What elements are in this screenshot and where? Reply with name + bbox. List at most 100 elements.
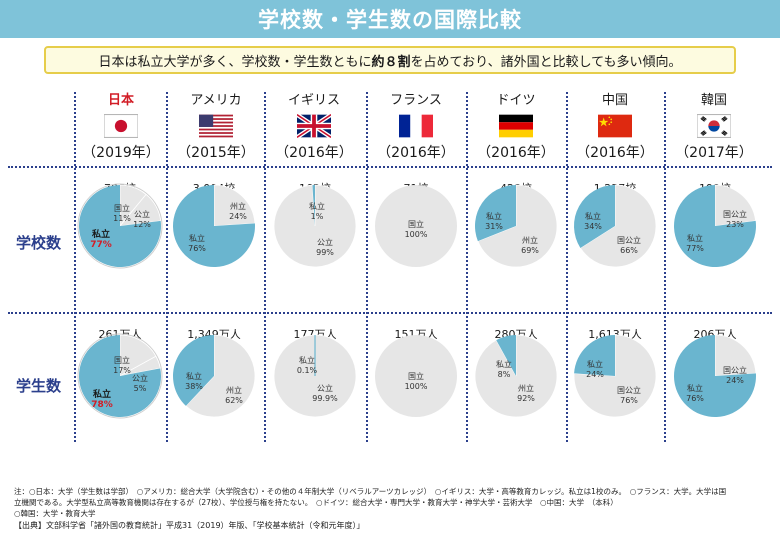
pie-slice-label: 私立 77% [686, 234, 704, 253]
pie-slice-label: 国立 100% [404, 220, 428, 239]
pie-outline [77, 183, 163, 269]
pie-chart [674, 334, 757, 417]
pie-slice-label: 国立 17% [113, 356, 131, 375]
country-name: 日本 [107, 93, 134, 108]
pie-slice-private [496, 335, 516, 376]
column-divider [366, 92, 368, 442]
pie-slice-label: 国公立 76% [617, 386, 641, 405]
year-label: （2015年） [177, 145, 255, 161]
summary-box: 日本は私立大学が多く、学校数・学生数ともに 約８割 を占めており、諸外国と比較しても… [44, 46, 736, 74]
pie-chart [273, 184, 357, 268]
country-name: イギリス [287, 93, 340, 108]
pie-slice-label: 公立 5% [132, 374, 148, 393]
pie-slice-label: 国公立 24% [723, 366, 747, 385]
column-divider [566, 92, 568, 442]
country-header-china: 中国 [570, 92, 660, 138]
pie-slice [375, 185, 457, 267]
pie-slice-label: 国公立 23% [723, 210, 747, 229]
country-name: ドイツ [496, 93, 536, 108]
uk-flag-icon [297, 114, 331, 138]
pie-chart [574, 184, 657, 268]
pie-chart [173, 334, 256, 418]
page-title: 学校数・学生数の国際比較 [258, 8, 522, 32]
pie-chart [375, 335, 457, 417]
row-label-schools: 学校数 [16, 234, 62, 252]
pie-slice-label: 州立 92% [517, 384, 535, 403]
pie-chart [375, 185, 457, 267]
pie-slice-label: 国公立 66% [617, 236, 641, 255]
pie-slice-label: 私立 31% [485, 212, 503, 231]
column-divider [264, 92, 266, 442]
pie-outline [77, 333, 163, 419]
summary-text-pre: 日本は私立大学が多く、学校数・学生数ともに [98, 54, 372, 70]
pie-slice-label: 私立 77% [90, 230, 112, 250]
pie-chart [474, 334, 558, 418]
korea-flag-icon [697, 114, 731, 138]
pie-slice-private [674, 185, 756, 267]
country-header-japan: 日本 [76, 92, 166, 138]
country-header-germany: ドイツ [471, 92, 561, 138]
pie-slice-private [79, 335, 161, 417]
pie-chart [573, 334, 657, 418]
pie-slice [477, 184, 558, 268]
year-label: （2019年） [82, 145, 160, 161]
footnotes: 注：○日本：大学（学生数は学部） ○アメリカ：総合大学（大学院含む）・その他の４… [14, 486, 774, 519]
pie-slice-label: 私立 76% [686, 384, 704, 403]
pie-slice [474, 334, 558, 418]
pie-slice-label: 私立 1% [309, 202, 325, 221]
pie-slice-label: 私立 34% [584, 212, 602, 231]
pie-slice-label: 公立 99.9% [312, 384, 338, 403]
pie-slice [119, 355, 161, 377]
pie-slice-private [475, 185, 516, 242]
year-label: （2016年） [477, 145, 555, 161]
footnote-line: ○韓国：大学・教育大学 [14, 509, 96, 518]
country-name: 中国 [601, 93, 628, 108]
pie-slice-private [574, 185, 615, 248]
year-label: （2016年） [576, 145, 654, 161]
country-name: アメリカ [190, 93, 242, 108]
pie-slice-label: 州立 24% [229, 202, 247, 221]
row-divider [8, 312, 772, 314]
country-header-korea: 韓国 [669, 92, 759, 138]
pie-slice-label: 私立 24% [586, 360, 604, 379]
pie-slice-private [79, 185, 161, 267]
country-header-france: フランス [371, 92, 461, 138]
country-header-uk: イギリス [269, 92, 359, 138]
pie-slice-label: 私立 76% [188, 234, 206, 253]
pie-slice [714, 184, 757, 227]
column-divider [466, 92, 468, 442]
pie-slice [185, 334, 256, 418]
japan-flag-icon [104, 114, 138, 138]
pie-slice-label: 私立 0.1% [296, 356, 318, 375]
year-label: （2017年） [675, 145, 753, 161]
france-flag-icon [399, 114, 433, 138]
year-label: （2016年） [275, 145, 353, 161]
country-header-usa: アメリカ [171, 92, 261, 138]
pie-slice [579, 184, 657, 268]
country-name: 韓国 [700, 93, 727, 108]
pie-chart [77, 333, 163, 419]
pie-slice-label: 州立 62% [225, 386, 243, 405]
year-label: （2016年） [377, 145, 455, 161]
pie-slice [573, 334, 657, 418]
pie-slice [714, 334, 757, 377]
pie-chart [475, 184, 558, 268]
pie-slice [273, 184, 357, 268]
pie-slice-label: 州立 69% [521, 236, 539, 255]
summary-text-bold: 約８割 [371, 54, 411, 70]
source-citation: 【出典】文部科学省「諸外国の教育統計」平成31（2019）年版、「学校基本統計（… [14, 521, 365, 530]
row-divider [8, 166, 772, 168]
pie-slice-private [574, 335, 615, 376]
column-divider [166, 92, 168, 442]
pie-slice-private [312, 185, 315, 226]
column-divider [74, 92, 76, 442]
pie-chart [173, 184, 256, 267]
pie-slice [119, 193, 162, 227]
pie-slice-private [173, 335, 214, 406]
summary-text-post: を占めており、諸外国と比較しても多い傾向。 [410, 54, 682, 70]
pie-slice-label: 私立 8% [496, 360, 512, 379]
pie-slice-label: 国立 11% [113, 204, 131, 223]
us-flag-icon [199, 114, 233, 138]
pie-slice-private [674, 335, 756, 417]
footnote-line: 注：○日本：大学（学生数は学部） ○アメリカ：総合大学（大学院含む）・その他の４… [14, 487, 727, 496]
